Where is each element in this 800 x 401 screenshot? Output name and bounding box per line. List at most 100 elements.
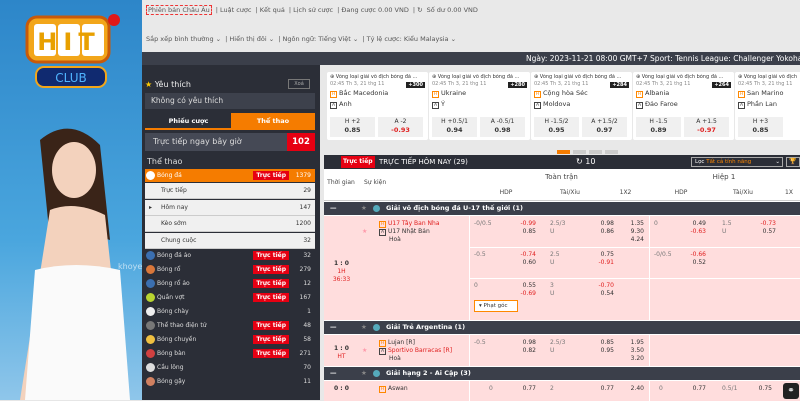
odds-cell[interactable]: U bbox=[550, 347, 555, 354]
odds-cell[interactable]: 0.55 bbox=[522, 282, 536, 289]
sidebar-item-sport[interactable]: Bóng đá ảo Trực tiếp 32 bbox=[145, 249, 315, 262]
odds-cell[interactable]: 1.35 bbox=[630, 220, 644, 227]
odds-cell[interactable]: 1.95 bbox=[630, 339, 644, 346]
odds-cell[interactable]: 0.98 bbox=[600, 220, 614, 227]
odds-cell[interactable]: 2.5/3 bbox=[550, 220, 566, 227]
rules-link[interactable]: Luật cược bbox=[219, 6, 252, 14]
odds-cell[interactable]: 9.30 bbox=[630, 228, 644, 235]
collapse-icon[interactable]: — bbox=[330, 204, 337, 212]
odds-cell[interactable]: -0/0.5 bbox=[654, 251, 672, 258]
odds-cell[interactable]: -0.66 bbox=[690, 251, 706, 258]
sidebar-item-sport[interactable]: Cầu lông 70 bbox=[145, 361, 315, 374]
sidebar-item-sport[interactable]: Quần vợt Trực tiếp 167 bbox=[145, 291, 315, 304]
trophy-icon[interactable]: 🏆 bbox=[786, 157, 800, 167]
odds-button[interactable]: H -1.5 0.89 bbox=[636, 117, 681, 137]
star-icon[interactable]: ★ bbox=[361, 323, 367, 331]
odds-cell[interactable]: -0.5 bbox=[474, 339, 486, 346]
odds-cell[interactable]: 2.5 bbox=[550, 251, 560, 258]
sidebar-item-sport[interactable]: Bóng bàn Trực tiếp 271 bbox=[145, 347, 315, 360]
odds-button[interactable]: A +1.5/2 0.97 bbox=[582, 117, 627, 137]
sidebar-subitem[interactable]: Chung cuộc 32 bbox=[145, 232, 315, 249]
odds-cell[interactable]: U bbox=[550, 259, 555, 266]
sidebar-item-sport[interactable]: Bóng chày 1 bbox=[145, 305, 315, 318]
odds-button[interactable]: H +3 0.85 bbox=[738, 117, 783, 137]
odds-cell[interactable]: 0.98 bbox=[522, 339, 536, 346]
odds-cell[interactable]: 0.77 bbox=[600, 385, 614, 392]
odds-cell[interactable]: 0.85 bbox=[600, 339, 614, 346]
european-version-link[interactable]: Phiên bản Châu Âu bbox=[146, 5, 212, 15]
odds-cell[interactable]: 2.5/3 bbox=[550, 339, 566, 346]
odds-cell[interactable]: 0.77 bbox=[692, 385, 706, 392]
odds-cell[interactable]: 3.20 bbox=[630, 355, 644, 362]
results-link[interactable]: Kết quả bbox=[259, 6, 285, 14]
odds-cell[interactable]: 0.77 bbox=[522, 385, 536, 392]
bet-history-link[interactable]: Lịch sử cược bbox=[293, 6, 334, 14]
odds-cell[interactable]: 0.85 bbox=[522, 228, 536, 235]
odds-cell[interactable]: 0 bbox=[474, 282, 478, 289]
star-icon[interactable]: ★ bbox=[361, 369, 367, 377]
odds-cell[interactable]: U bbox=[722, 228, 727, 235]
collapse-icon[interactable]: — bbox=[330, 369, 337, 377]
match-card[interactable]: ⊕ Vòng loại giải vô địch bóng đá ... 02:4… bbox=[327, 72, 428, 140]
odds-button[interactable]: A -0.5/1 0.98 bbox=[480, 117, 525, 137]
odds-button[interactable]: A +1.5 -0.97 bbox=[684, 117, 729, 137]
sidebar-item-sport[interactable]: Thể thao điện tử Trực tiếp 48 bbox=[145, 319, 315, 332]
odds-cell[interactable]: 0.54 bbox=[600, 290, 614, 297]
odds-cell[interactable]: -0/0.5 bbox=[474, 220, 492, 227]
odds-cell[interactable]: 0 bbox=[654, 220, 658, 227]
sidebar-item-sport[interactable]: Bóng chuyền Trực tiếp 58 bbox=[145, 333, 315, 346]
sort-dropdown[interactable]: Sắp xếp bình thường ⌄ bbox=[146, 35, 222, 43]
carousel-pagination[interactable] bbox=[557, 148, 621, 156]
refresh-icon[interactable]: ↻ bbox=[417, 6, 423, 14]
odds-cell[interactable]: 0 bbox=[489, 385, 493, 392]
display-dropdown[interactable]: Hiển thị đôi ⌄ bbox=[229, 35, 275, 43]
filter-dropdown[interactable]: Lọc Tất cả tính năng ⌄ bbox=[691, 157, 783, 167]
match-card[interactable]: ⊕ Vòng loại giải vô địch bóng đá ... 02:4… bbox=[633, 72, 734, 140]
corners-toggle[interactable]: ▾ Phạt góc bbox=[474, 300, 518, 312]
league-row[interactable]: — ★ Giải Trẻ Argentina (1) bbox=[324, 321, 800, 334]
odds-cell[interactable]: 0.5/1 bbox=[722, 385, 738, 392]
odds-cell[interactable]: -0.63 bbox=[690, 228, 706, 235]
collapse-icon[interactable]: — bbox=[330, 323, 337, 331]
sidebar-subitem[interactable]: Trực tiếp 29 bbox=[145, 183, 315, 199]
odds-button[interactable]: H +2 0.85 bbox=[330, 117, 375, 137]
odds-cell[interactable]: U bbox=[550, 290, 555, 297]
refresh-button[interactable]: ↻ 10 bbox=[576, 157, 596, 166]
more-markets-badge[interactable]: +264 bbox=[712, 82, 731, 88]
page-dot[interactable] bbox=[589, 150, 602, 154]
odds-cell[interactable]: 0.52 bbox=[692, 259, 706, 266]
more-markets-badge[interactable]: +300 bbox=[406, 82, 425, 88]
odds-cell[interactable]: -0.74 bbox=[520, 251, 536, 258]
more-markets-badge[interactable]: +284 bbox=[610, 82, 629, 88]
league-row[interactable]: — ★ Giải hạng 2 - Ai Cập (3) bbox=[324, 367, 800, 380]
more-markets-badge[interactable]: +280 bbox=[508, 82, 527, 88]
odds-cell[interactable]: 3 bbox=[550, 282, 554, 289]
match-card[interactable]: ⊕ Vòng loại giải vô địch bóng đá ... 02:4… bbox=[531, 72, 632, 140]
odds-cell[interactable]: 0.49 bbox=[692, 220, 706, 227]
odds-cell[interactable]: 0.75 bbox=[600, 251, 614, 258]
chat-support-icon[interactable]: ⚭ bbox=[783, 383, 799, 399]
match-card[interactable]: ⊕ Vòng loại giải vô địch 02:45 Th 3, 21 t… bbox=[735, 72, 800, 140]
sidebar-item-sport[interactable]: Bóng rổ ảo Trực tiếp 12 bbox=[145, 277, 315, 290]
star-icon[interactable]: ★ bbox=[361, 204, 367, 212]
odds-cell[interactable]: 2 bbox=[550, 385, 554, 392]
odds-cell[interactable]: -0.73 bbox=[760, 220, 776, 227]
odds-cell[interactable]: 0.75 bbox=[758, 385, 772, 392]
odds-button[interactable]: H +0.5/1 0.94 bbox=[432, 117, 477, 137]
page-dot[interactable] bbox=[557, 150, 570, 154]
tab-sports[interactable]: Thể thao bbox=[231, 113, 315, 130]
language-dropdown[interactable]: Ngôn ngữ: Tiếng Việt ⌄ bbox=[282, 35, 359, 43]
clear-favorites-button[interactable]: Xoá bbox=[288, 79, 310, 89]
favorite-star-icon[interactable]: ★ bbox=[362, 228, 368, 235]
odds-cell[interactable]: 0.57 bbox=[762, 228, 776, 235]
odds-cell[interactable]: 0.82 bbox=[522, 347, 536, 354]
odds-cell[interactable]: -0.91 bbox=[598, 259, 614, 266]
odds-type-dropdown[interactable]: Tỷ lệ cược: Kiểu Malaysia ⌄ bbox=[366, 35, 457, 43]
odds-cell[interactable]: 3.50 bbox=[630, 347, 644, 354]
odds-cell[interactable]: -0.70 bbox=[598, 282, 614, 289]
league-row[interactable]: — ★ Giải vô địch bóng đá U-17 thế giới (1) bbox=[324, 202, 800, 215]
tab-bet-slip[interactable]: Phiếu cược bbox=[145, 113, 232, 130]
match-card[interactable]: ⊕ Vòng loại giải vô địch bóng đá ... 02:4… bbox=[429, 72, 530, 140]
odds-cell[interactable]: -0.69 bbox=[520, 290, 536, 297]
sidebar-item-sport[interactable]: Bóng rổ Trực tiếp 279 bbox=[145, 263, 315, 276]
